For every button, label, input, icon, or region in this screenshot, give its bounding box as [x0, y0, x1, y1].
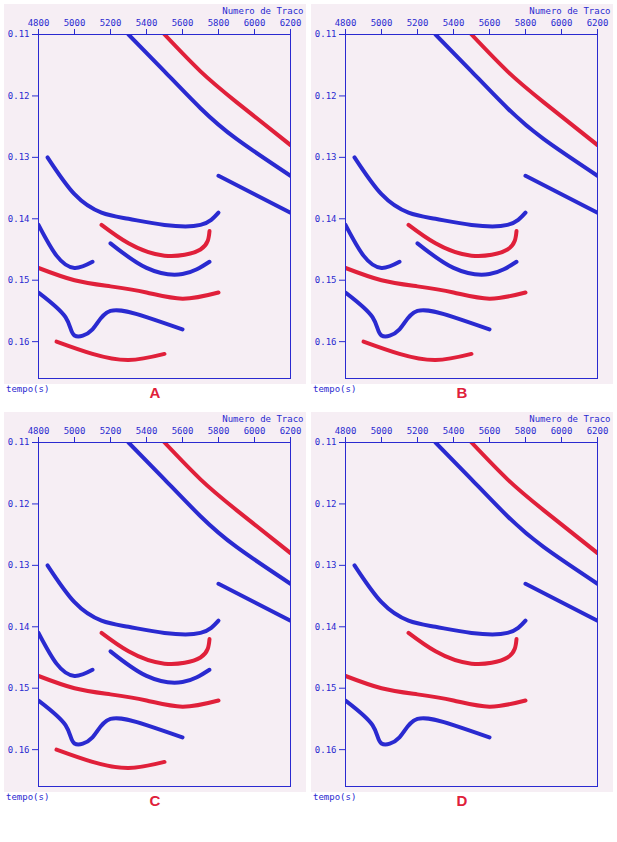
svg-text:0.16: 0.16: [8, 337, 30, 347]
svg-text:6200: 6200: [280, 426, 302, 436]
html-text:B: B: [456, 384, 468, 401]
svg-text:5400: 5400: [443, 426, 465, 436]
svg-text:5000: 5000: [64, 426, 86, 436]
svg-text:5800: 5800: [208, 18, 230, 28]
html-text:A: A: [149, 384, 161, 401]
svg-text:4800: 4800: [28, 18, 50, 28]
svg-text:5200: 5200: [407, 426, 429, 436]
svg-text:4800: 4800: [28, 426, 50, 436]
svg-text:0.15: 0.15: [8, 275, 30, 285]
svg-text:5200: 5200: [100, 426, 122, 436]
svg-text:0.13: 0.13: [8, 560, 30, 570]
svg-text:0.14: 0.14: [315, 622, 337, 632]
svg-text:5400: 5400: [136, 426, 158, 436]
html-text:tempo(s): tempo(s): [6, 792, 50, 802]
svg-text:6000: 6000: [551, 18, 573, 28]
svg-text:5200: 5200: [407, 18, 429, 28]
html-text:tempo(s): tempo(s): [313, 384, 357, 394]
svg-text:5200: 5200: [100, 18, 122, 28]
svg-text:6200: 6200: [587, 18, 609, 28]
svg-text:Numero de Traco: Numero de Traco: [529, 6, 610, 16]
svg-text:5400: 5400: [443, 18, 465, 28]
svg-text:0.13: 0.13: [315, 152, 337, 162]
html-text:D: D: [456, 792, 468, 809]
html-text:tempo(s): tempo(s): [313, 792, 357, 802]
svg-text:6000: 6000: [244, 426, 266, 436]
svg-text:4800: 4800: [335, 426, 357, 436]
svg-text:0.11: 0.11: [315, 437, 337, 447]
svg-text:Numero de Traco: Numero de Traco: [529, 414, 610, 424]
svg-text:0.13: 0.13: [315, 560, 337, 570]
svg-text:5800: 5800: [515, 18, 537, 28]
svg-text:0.15: 0.15: [8, 683, 30, 693]
svg-text:5800: 5800: [208, 426, 230, 436]
svg-text:0.11: 0.11: [8, 29, 30, 39]
svg-text:0.12: 0.12: [8, 499, 30, 509]
svg-text:Numero de Traco: Numero de Traco: [222, 6, 303, 16]
svg-text:6000: 6000: [551, 426, 573, 436]
svg-text:0.14: 0.14: [8, 622, 30, 632]
svg-text:6200: 6200: [587, 426, 609, 436]
svg-text:0.14: 0.14: [315, 214, 337, 224]
svg-text:0.16: 0.16: [315, 337, 337, 347]
svg-text:0.16: 0.16: [315, 745, 337, 755]
svg-text:5000: 5000: [371, 426, 393, 436]
svg-text:5800: 5800: [515, 426, 537, 436]
svg-text:0.14: 0.14: [8, 214, 30, 224]
svg-text:0.15: 0.15: [315, 275, 337, 285]
svg-text:0.15: 0.15: [315, 683, 337, 693]
svg-text:5400: 5400: [136, 18, 158, 28]
html-text:tempo(s): tempo(s): [6, 384, 50, 394]
svg-text:0.11: 0.11: [8, 437, 30, 447]
svg-text:6000: 6000: [244, 18, 266, 28]
html-text:C: C: [149, 792, 161, 809]
svg-text:5600: 5600: [479, 18, 501, 28]
svg-text:0.12: 0.12: [8, 91, 30, 101]
svg-text:0.11: 0.11: [315, 29, 337, 39]
svg-text:0.12: 0.12: [315, 91, 337, 101]
svg-text:5600: 5600: [172, 18, 194, 28]
svg-text:5000: 5000: [64, 18, 86, 28]
svg-text:Numero de Traco: Numero de Traco: [222, 414, 303, 424]
svg-text:6200: 6200: [280, 18, 302, 28]
svg-text:5000: 5000: [371, 18, 393, 28]
svg-text:5600: 5600: [479, 426, 501, 436]
svg-text:4800: 4800: [335, 18, 357, 28]
svg-text:0.12: 0.12: [315, 499, 337, 509]
svg-text:0.13: 0.13: [8, 152, 30, 162]
svg-text:0.16: 0.16: [8, 745, 30, 755]
svg-text:5600: 5600: [172, 426, 194, 436]
